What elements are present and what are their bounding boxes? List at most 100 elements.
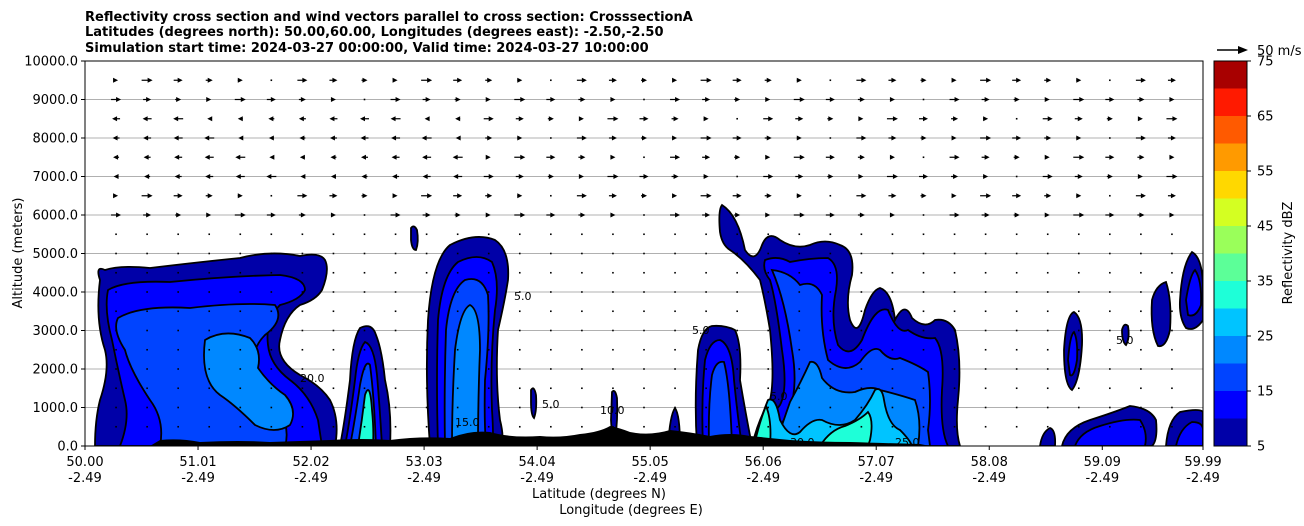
wind-vector xyxy=(703,174,709,179)
wind-vector xyxy=(330,212,336,218)
wind-vector xyxy=(550,406,552,409)
wind-vector-dot xyxy=(612,368,614,370)
wind-vector-dot xyxy=(177,310,179,313)
wind-vector-dot xyxy=(1046,329,1049,332)
wind-vector-head xyxy=(1014,154,1020,160)
wind-vector xyxy=(643,233,645,236)
wind-vector-head xyxy=(176,97,182,102)
wind-vector xyxy=(360,135,369,141)
wind-vector xyxy=(1077,329,1080,332)
wind-vector xyxy=(394,310,397,313)
wind-vector xyxy=(1077,425,1080,428)
wind-vector-dot xyxy=(550,348,552,351)
wind-vector xyxy=(1073,154,1085,160)
wind-vector xyxy=(456,291,459,293)
wind-vector-dot xyxy=(456,387,459,390)
wind-vector xyxy=(144,174,151,179)
wind-vector xyxy=(765,97,771,102)
wind-vector xyxy=(394,368,397,370)
wind-vector-dot xyxy=(487,368,490,370)
wind-vector xyxy=(146,310,148,313)
wind-vector-dot xyxy=(922,310,925,313)
wind-vector xyxy=(301,329,304,332)
wind-vector-dot xyxy=(860,387,863,390)
wind-vector-dot xyxy=(705,291,707,293)
wind-vector xyxy=(889,97,895,102)
wind-vector-head xyxy=(642,193,647,199)
x-tick-label-latitude: 55.05 xyxy=(632,455,669,470)
wind-vector-head xyxy=(207,116,213,122)
wind-vector xyxy=(919,116,928,122)
wind-vector-head xyxy=(298,116,304,122)
wind-vector-head xyxy=(1047,174,1053,179)
wind-vector xyxy=(1073,97,1085,102)
wind-vector xyxy=(113,77,119,83)
wind-vector-head xyxy=(611,135,617,141)
wind-vector xyxy=(425,387,428,390)
wind-vector xyxy=(705,368,707,370)
colorbar-band xyxy=(1214,391,1247,419)
y-tick-label: 3000.0 xyxy=(33,324,79,339)
wind-vector-dot xyxy=(208,425,211,428)
wind-vector-dot xyxy=(674,406,676,409)
wind-vector xyxy=(891,406,894,409)
wind-vector-head xyxy=(485,212,491,218)
wind-vector-head xyxy=(1139,154,1145,160)
wind-vector xyxy=(1042,116,1053,122)
wind-vector-dot xyxy=(1109,348,1111,351)
wind-vector-dot xyxy=(581,252,583,255)
wind-vector xyxy=(1044,154,1050,160)
wind-vector-dot xyxy=(1140,348,1142,351)
wind-vector xyxy=(608,135,617,141)
wind-vector-head xyxy=(859,154,865,160)
wind-vector xyxy=(204,135,215,141)
wind-vector xyxy=(424,116,430,122)
wind-vector-dot xyxy=(581,387,583,390)
wind-vector-dot xyxy=(705,348,707,351)
wind-vector xyxy=(829,271,832,274)
wind-vector xyxy=(919,174,928,179)
wind-vector-dot xyxy=(1046,233,1049,236)
wind-vector xyxy=(671,116,679,122)
wind-vector-dot xyxy=(332,425,335,428)
wind-vector-dot xyxy=(984,387,987,390)
wind-vector-dot xyxy=(984,368,987,370)
wind-vector xyxy=(301,291,304,293)
wind-vector xyxy=(485,212,491,218)
wind-vector xyxy=(1042,174,1053,179)
quiver-key-arrowhead xyxy=(1238,46,1248,54)
wind-vector xyxy=(1166,174,1178,179)
wind-vector xyxy=(206,97,212,102)
wind-vector xyxy=(235,174,245,179)
wind-vector-dot xyxy=(270,368,273,370)
colorbar-band xyxy=(1214,418,1247,446)
wind-vector xyxy=(550,252,552,255)
wind-vector-dot xyxy=(829,252,832,255)
wind-vector xyxy=(608,193,617,199)
wind-vector xyxy=(421,193,433,199)
wind-vector-dot xyxy=(1171,387,1173,390)
wind-vector-head xyxy=(1139,97,1145,102)
wind-vector xyxy=(456,310,459,313)
wind-vector-dot xyxy=(798,406,801,409)
wind-vector-dot xyxy=(425,310,428,313)
wind-vector xyxy=(301,425,304,428)
wind-vector xyxy=(705,252,707,255)
wind-vector-head xyxy=(302,77,308,83)
wind-vector xyxy=(332,291,335,293)
colorbar-band xyxy=(1214,88,1247,116)
wind-vector-head xyxy=(302,193,308,199)
wind-vector-dot xyxy=(487,329,490,332)
wind-vector xyxy=(205,174,214,179)
wind-vector-dot xyxy=(643,310,645,313)
wind-vector-dot xyxy=(798,425,801,428)
wind-vector xyxy=(394,387,397,390)
wind-vector-head xyxy=(705,154,711,160)
wind-vector-head xyxy=(143,154,149,160)
wind-vector-head xyxy=(799,154,805,160)
wind-vector-dot xyxy=(208,406,211,409)
wind-vector-head xyxy=(173,116,179,122)
wind-vector-head xyxy=(613,116,619,122)
wind-vector-dot xyxy=(581,368,583,370)
wind-vector xyxy=(425,368,428,370)
